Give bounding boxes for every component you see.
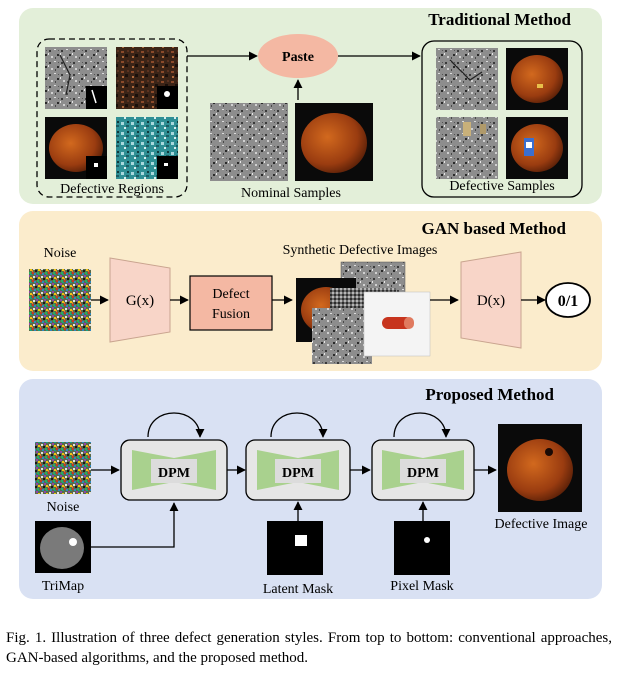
latent-mask-image	[267, 521, 323, 575]
defective-samples-box	[421, 40, 583, 198]
figure-caption: Fig. 1. Illustration of three defect gen…	[6, 630, 612, 666]
dpm-block-3: DPM	[371, 412, 475, 501]
generator-shape	[109, 257, 171, 343]
discriminator-shape	[460, 251, 522, 349]
defect-thumb-rust	[116, 47, 178, 109]
dpm-block-2: DPM	[245, 412, 351, 501]
defect-thumb-hazelnut	[45, 117, 107, 179]
synthetic-images-label: Synthetic Defective Images	[283, 243, 438, 258]
defect-fusion-box	[189, 275, 273, 331]
defective-image-output	[498, 424, 582, 512]
fusion-label-line2: Fusion	[212, 307, 250, 322]
pixel-mask-image	[394, 521, 450, 575]
gan-panel: GAN based Method Noise G(x) Defect Fusio…	[19, 211, 602, 371]
nominal-sample-granite	[210, 103, 288, 181]
trimap-image	[35, 521, 91, 573]
dpm-label-3: DPM	[407, 466, 439, 481]
proposed-noise-image	[35, 442, 91, 494]
defect-thumb-granite	[45, 47, 107, 109]
synthetic-image-stack	[296, 261, 431, 364]
figure-canvas: Traditional Method Defective Regions	[19, 8, 602, 599]
trimap-label: TriMap	[42, 579, 84, 594]
arrow-trimap-to-dpm1	[91, 502, 179, 548]
defective-regions-label: Defective Regions	[60, 182, 164, 197]
defective-samples-label: Defective Samples	[449, 179, 554, 194]
synth-sample-granite-2	[436, 117, 498, 179]
defective-image-label: Defective Image	[495, 517, 588, 532]
proposed-panel: Proposed Method Noise TriMap DPM DPM	[19, 379, 602, 599]
fusion-label-line1: Defect	[212, 287, 249, 302]
dpm-block-1: DPM	[120, 412, 228, 501]
gan-title: GAN based Method	[421, 219, 566, 238]
dpm-label-2: DPM	[282, 466, 314, 481]
generator-label: G(x)	[126, 293, 154, 309]
paste-label: Paste	[282, 50, 314, 65]
nominal-samples-label: Nominal Samples	[241, 186, 341, 201]
discriminator-label: D(x)	[477, 293, 505, 309]
dpm-label-1: DPM	[158, 466, 190, 481]
gan-noise-label: Noise	[44, 246, 77, 261]
traditional-panel: Traditional Method Defective Regions	[19, 8, 602, 204]
gan-noise-image	[29, 269, 91, 331]
traditional-title: Traditional Method	[428, 10, 571, 29]
defect-thumb-teal	[116, 117, 178, 179]
synth-sample-hazelnut-1	[506, 48, 568, 110]
synth-sample-granite-1	[436, 48, 498, 110]
synth-sample-hazelnut-2	[506, 117, 568, 179]
output-node	[545, 282, 591, 318]
nominal-sample-hazelnut	[295, 103, 373, 181]
latent-mask-label: Latent Mask	[263, 582, 333, 597]
output-label: 0/1	[558, 293, 578, 310]
paste-node	[258, 34, 338, 78]
proposed-noise-label: Noise	[47, 500, 80, 515]
proposed-title: Proposed Method	[425, 385, 554, 404]
defective-regions-box	[36, 38, 188, 198]
pixel-mask-label: Pixel Mask	[390, 579, 453, 594]
